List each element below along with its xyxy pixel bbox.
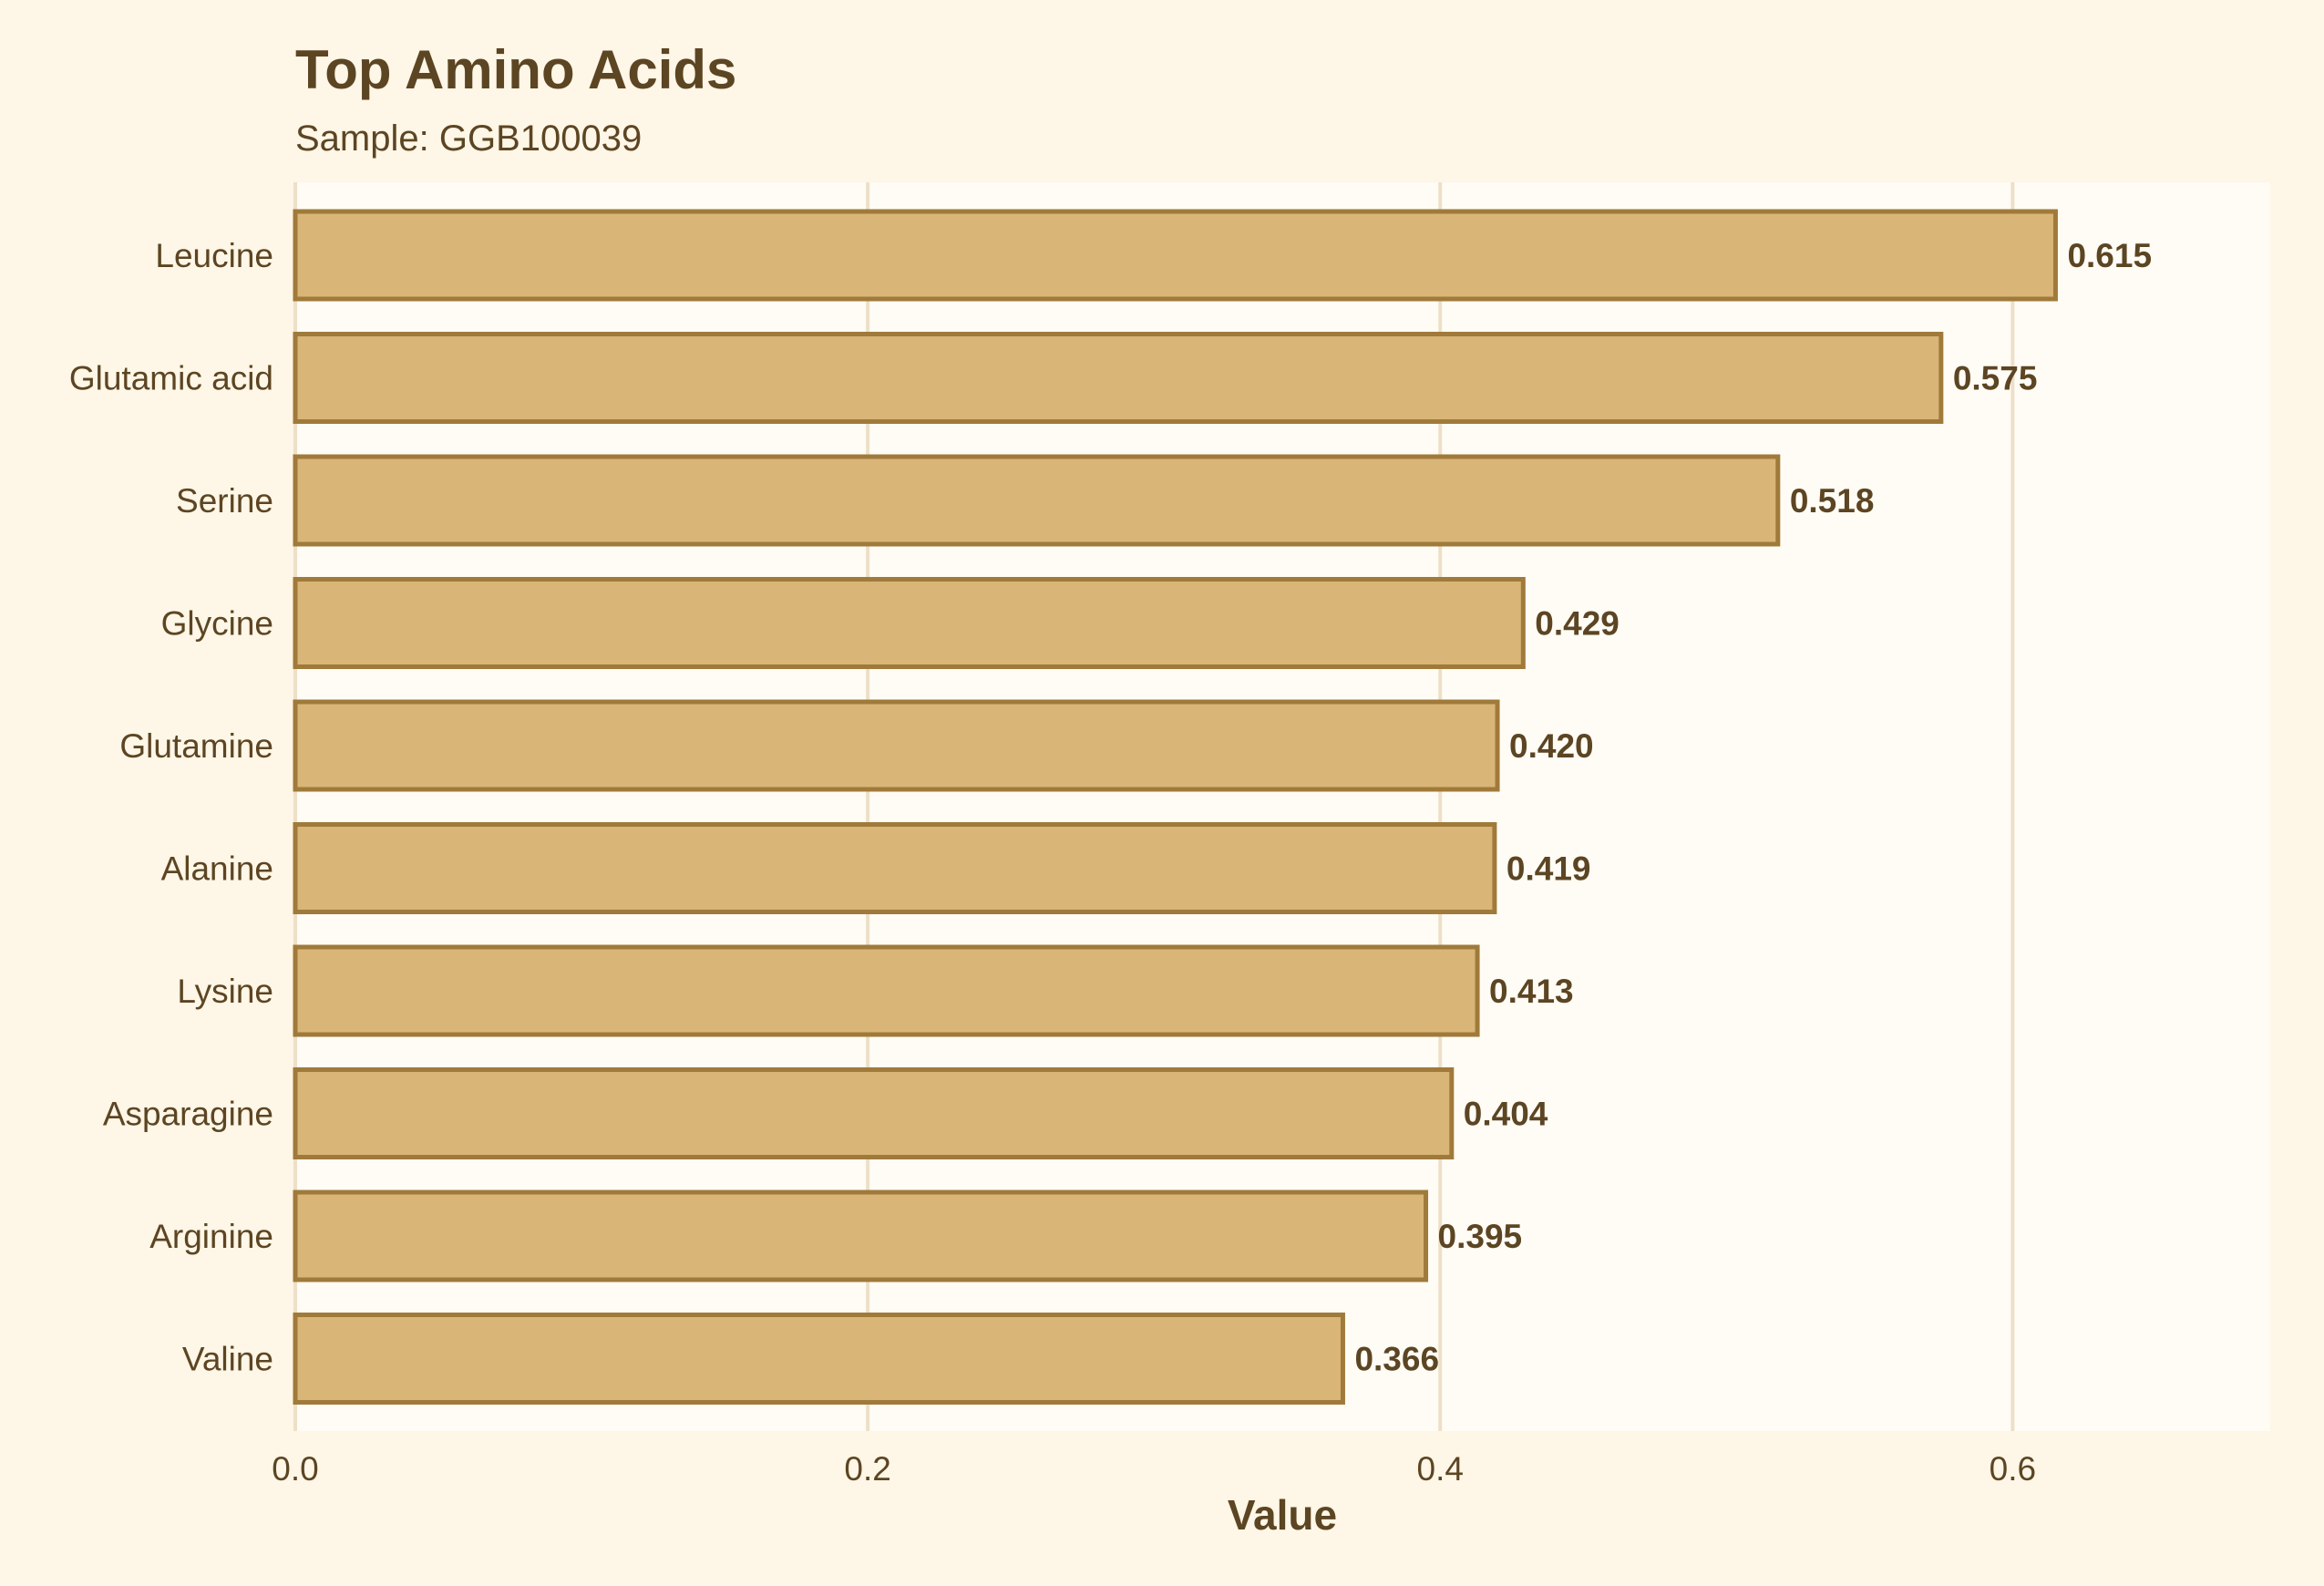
x-axis-title: Value: [1228, 1491, 1337, 1539]
category-label: Alanine: [161, 850, 273, 888]
data-label: 0.404: [1464, 1096, 1548, 1133]
x-axis-ticks: 0.0 0.2 0.4 0.6: [272, 1450, 2036, 1488]
bar: [293, 699, 1500, 792]
bar: [293, 822, 1497, 914]
bars: [293, 209, 2058, 1405]
bar: [293, 944, 1480, 1037]
category-label: Lysine: [177, 973, 273, 1010]
category-label: Arginine: [149, 1218, 273, 1255]
category-label: Asparagine: [103, 1096, 273, 1133]
bar: [293, 332, 1944, 424]
category-label: Serine: [176, 482, 273, 520]
data-label: 0.413: [1489, 973, 1574, 1010]
bar: [293, 209, 2058, 302]
value-labels: 0.615 0.575 0.518 0.429 0.420 0.419 0.413 0.404…: [1354, 237, 2152, 1378]
x-tick-label: 0.4: [1417, 1450, 1464, 1488]
category-label: Glutamic acid: [69, 360, 273, 397]
chart-subtitle: Sample: GGB100039: [295, 118, 642, 159]
data-label: 0.420: [1509, 727, 1594, 765]
category-label: Leucine: [155, 237, 273, 274]
data-label: 0.429: [1535, 605, 1620, 643]
chart-title: Top Amino Acids: [295, 39, 736, 100]
category-label: Glutamine: [119, 727, 273, 765]
bar: [293, 1067, 1455, 1159]
data-label: 0.575: [1953, 360, 2038, 397]
category-labels: Leucine Glutamic acid Serine Glycine Glutami…: [69, 237, 273, 1378]
bar: [293, 454, 1781, 547]
category-label: Valine: [182, 1341, 273, 1378]
data-label: 0.395: [1438, 1218, 1523, 1255]
data-label: 0.518: [1790, 482, 1875, 520]
x-tick-label: 0.6: [1990, 1450, 2036, 1488]
data-label: 0.615: [2067, 237, 2152, 274]
category-label: Glycine: [161, 605, 273, 643]
x-tick-label: 0.0: [272, 1450, 318, 1488]
x-tick-label: 0.2: [844, 1450, 890, 1488]
bar: [293, 1190, 1429, 1282]
bar: [293, 1313, 1345, 1405]
bar: [293, 577, 1526, 669]
data-label: 0.419: [1506, 850, 1591, 888]
data-label: 0.366: [1354, 1341, 1439, 1378]
